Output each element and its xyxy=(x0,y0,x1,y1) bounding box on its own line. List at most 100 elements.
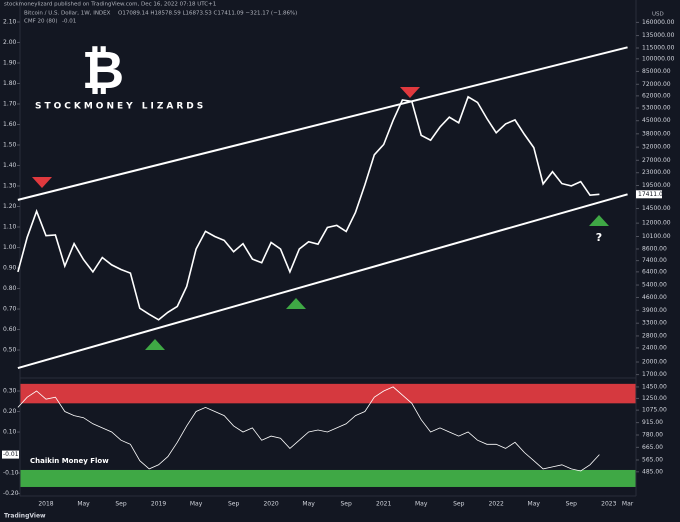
y2-tick-label: -0.20 xyxy=(3,490,19,497)
x-tick-label: Sep xyxy=(228,501,240,508)
y-tick-label: 100000.00 xyxy=(642,55,675,62)
indicator-label: Chaikin Money Flow xyxy=(30,457,109,465)
y2-tick-label: 2.10 xyxy=(3,18,17,25)
x-tick-label: Sep xyxy=(566,501,578,508)
y-tick-label: 2000.00 xyxy=(642,359,667,366)
y-tick-label: 8600.00 xyxy=(642,245,667,252)
x-tick-label: Sep xyxy=(115,501,127,508)
y-tick-label: 85000.00 xyxy=(642,68,671,75)
y-tick-label: 38000.00 xyxy=(642,130,671,137)
y-tick-label: 32000.00 xyxy=(642,144,671,151)
zone xyxy=(20,383,636,404)
y-tick-label: 4600.00 xyxy=(642,294,667,301)
x-tick-label: 2019 xyxy=(151,501,166,508)
x-tick-label: May xyxy=(528,501,541,508)
x-tick-label: 2021 xyxy=(376,501,391,508)
y-tick-label: 485.00 xyxy=(642,468,663,475)
channel-line xyxy=(17,193,628,370)
y2-tick-label: 0.60 xyxy=(3,326,17,333)
y-tick-label: 915.00 xyxy=(642,419,663,426)
y-tick-label: 565.00 xyxy=(642,456,663,463)
x-tick-label: May xyxy=(190,501,203,508)
y2-tick-label: 0.30 xyxy=(3,388,17,395)
series-line xyxy=(17,95,600,321)
x-tick-label: Sep xyxy=(453,501,465,508)
y-tick-label: 135000.00 xyxy=(642,32,675,39)
price-tag xyxy=(636,190,662,199)
x-tick-label: 2020 xyxy=(263,501,278,508)
series-line xyxy=(17,386,600,472)
y2-tick-label: 1.10 xyxy=(3,224,17,231)
y2-tick-label: 1.90 xyxy=(3,59,17,66)
y-tick-label: 1075.00 xyxy=(642,407,667,414)
top-marker xyxy=(400,87,420,98)
zone xyxy=(20,469,636,487)
brand: STOCKMONEY LIZARDS xyxy=(35,102,206,112)
y-tick-label: 2400.00 xyxy=(642,344,667,351)
y2-tick-label: 0.50 xyxy=(3,347,17,354)
x-tick-label: 2022 xyxy=(489,501,504,508)
y-tick-label: 62000.00 xyxy=(642,92,671,99)
y-tick-label: 6400.00 xyxy=(642,268,667,275)
byline: stockmoneylizard published on TradingVie… xyxy=(4,2,216,8)
y-tick-label: 160000.00 xyxy=(642,19,675,26)
y2-tick-label: 0.20 xyxy=(3,408,17,415)
y-tick-label: 10100.00 xyxy=(642,233,671,240)
y2-tick-label: 2.00 xyxy=(3,39,17,46)
logo: ₿ xyxy=(82,41,124,101)
series-legend: Bitcoin / U.S. Dollar, 1W, INDEX xyxy=(24,11,111,17)
y2-tick-label: 1.40 xyxy=(3,162,17,169)
y-tick-label: 115000.00 xyxy=(642,44,675,51)
y-tick-label: 14500.00 xyxy=(642,205,671,212)
bottom-marker xyxy=(145,339,165,350)
y2-tick-label: 0.70 xyxy=(3,306,17,313)
annotation: ? xyxy=(596,231,602,244)
y-tick-label: 12000.00 xyxy=(642,220,671,227)
y-tick-label: 3900.00 xyxy=(642,307,667,314)
y2-tick-label: 0.80 xyxy=(3,285,17,292)
y2-tick-label: 1.20 xyxy=(3,203,17,210)
x-tick-label: Mar xyxy=(622,501,634,508)
x-tick-label: May xyxy=(302,501,315,508)
cmf-legend: CMF 20 (80) xyxy=(24,19,58,25)
y-tick-label: 3300.00 xyxy=(642,320,667,327)
y-tick-label: 7400.00 xyxy=(642,257,667,264)
y2-tick-label: 1.60 xyxy=(3,121,17,128)
currency: USD xyxy=(652,12,664,18)
top-marker xyxy=(32,177,52,188)
y2-tick-label: 1.80 xyxy=(3,80,17,87)
price-tag-label: 17411.09 xyxy=(638,191,667,198)
y2-tick-label: 0.90 xyxy=(3,265,17,272)
y2-tick-label: 0.10 xyxy=(3,429,17,436)
y-tick-label: 780.00 xyxy=(642,431,663,438)
cmf-legend-value: -0.01 xyxy=(62,19,76,25)
y-tick-label: 23000.00 xyxy=(642,169,671,176)
x-tick-label: 2018 xyxy=(38,501,53,508)
bottom-marker xyxy=(589,215,609,226)
x-tick-label: Sep xyxy=(341,501,353,508)
y-tick-label: 2800.00 xyxy=(642,332,667,339)
y2-tick-label: -0.10 xyxy=(3,470,19,477)
y-tick-label: 53000.00 xyxy=(642,105,671,112)
y2-tick-label: 1.30 xyxy=(3,183,17,190)
y-tick-label: 45000.00 xyxy=(642,117,671,124)
y2-tick-label: 1.50 xyxy=(3,142,17,149)
y-tick-label: 27000.00 xyxy=(642,157,671,164)
x-tick-label: May xyxy=(77,501,90,508)
cmf-tag-label: -0.01 xyxy=(3,451,19,458)
y2-tick-label: 1.70 xyxy=(3,101,17,108)
y-tick-label: 1450.00 xyxy=(642,383,667,390)
ohlc: O17089.14 H18578.59 L16873.53 C17411.09 … xyxy=(118,11,297,17)
y-tick-label: 5400.00 xyxy=(642,282,667,289)
y-tick-label: 665.00 xyxy=(642,444,663,451)
y-tick-label: 19500.00 xyxy=(642,182,671,189)
y2-tick-label: 1.00 xyxy=(3,244,17,251)
y-tick-label: 72000.00 xyxy=(642,81,671,88)
x-tick-label: 2023 xyxy=(601,501,616,508)
y-tick-label: 1250.00 xyxy=(642,395,667,402)
footer: TradingView xyxy=(4,513,46,520)
channel-line xyxy=(17,46,628,201)
cmf-tag xyxy=(2,450,19,459)
